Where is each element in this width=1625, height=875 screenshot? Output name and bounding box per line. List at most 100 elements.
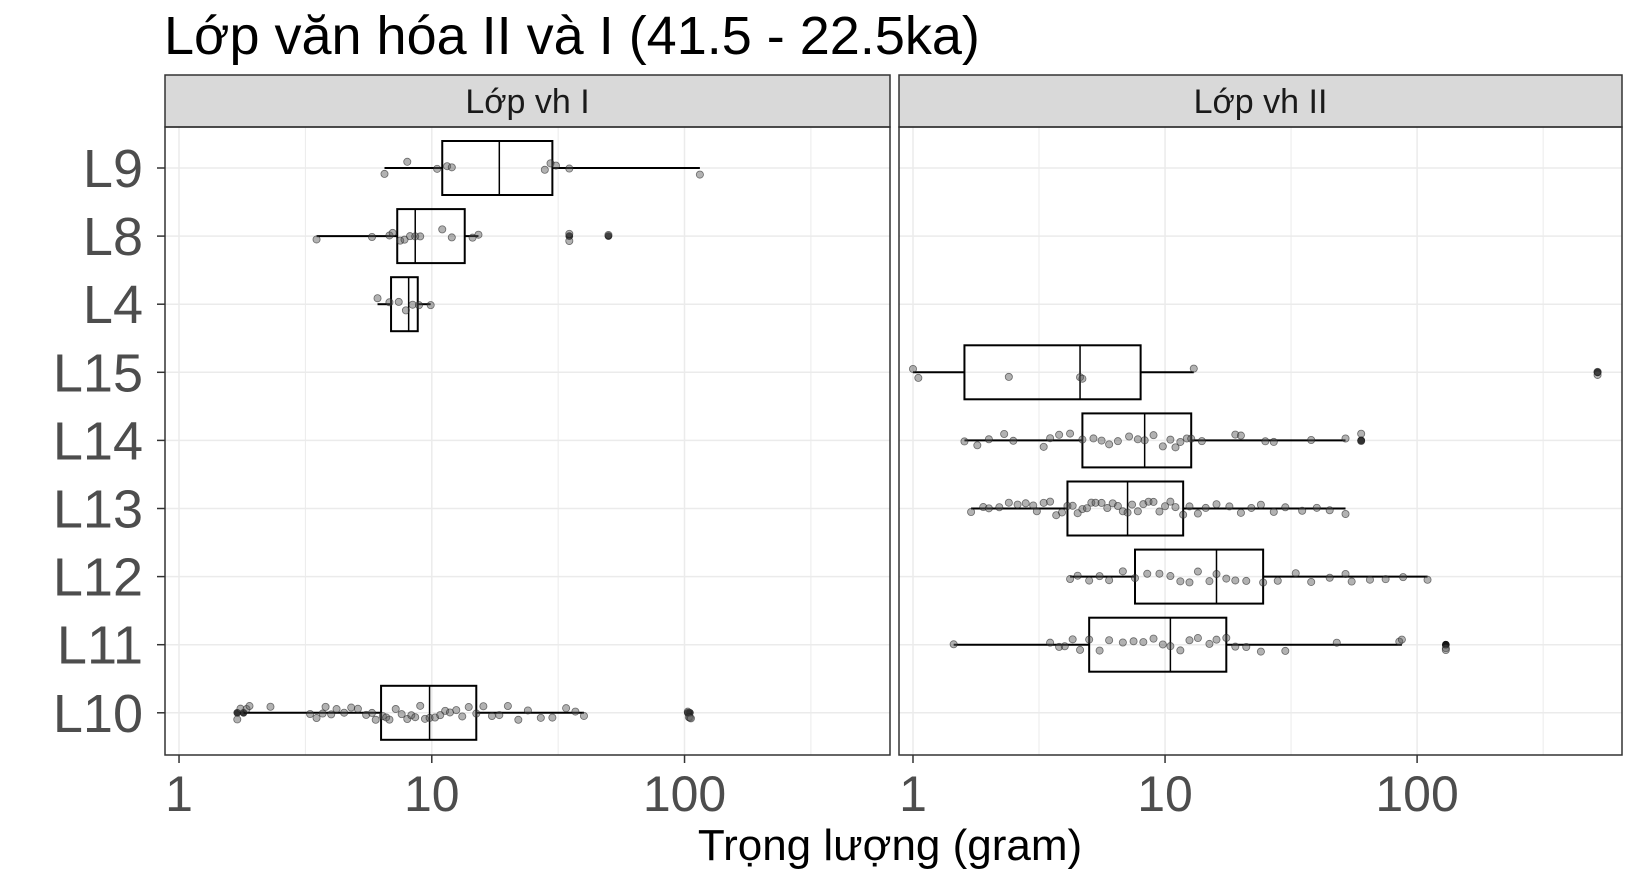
data-point (1441, 646, 1450, 655)
data-point (312, 235, 321, 244)
y-tick-label: L10 (53, 684, 143, 744)
boxplot-L13 (971, 480, 1346, 537)
chart-title: Lớp văn hóa II và I (41.5 - 22.5ka) (164, 6, 980, 66)
data-point (403, 157, 412, 166)
data-point (995, 503, 1004, 512)
data-point (1085, 635, 1094, 644)
data-point (1166, 642, 1175, 651)
data-point (394, 297, 403, 306)
outlier-point (239, 709, 248, 717)
data-point (1013, 500, 1022, 509)
y-axis: L9 L8 L4 L15 L14 L13 L12 L11 L10 (53, 139, 165, 744)
data-point (452, 706, 461, 715)
y-tick-label: L9 (83, 139, 143, 199)
data-point (1105, 636, 1114, 645)
data-point (1021, 499, 1030, 508)
box-iqr (396, 208, 466, 265)
data-point (1247, 503, 1256, 512)
data-point (1193, 509, 1202, 518)
data-point (1222, 633, 1231, 642)
data-point (1256, 500, 1265, 509)
y-tick-label: L13 (53, 480, 143, 540)
data-point (1593, 367, 1602, 376)
x-tick-label: 1 (899, 766, 927, 822)
data-point (1118, 507, 1127, 516)
data-point (332, 705, 341, 714)
data-point (353, 704, 362, 713)
data-point (447, 163, 456, 172)
data-point (340, 708, 349, 717)
data-point (1089, 434, 1098, 443)
data-point (426, 301, 435, 310)
boxplot-L14 (964, 412, 1365, 469)
y-tick-label: L4 (83, 275, 143, 335)
data-point (472, 709, 481, 718)
data-point (401, 306, 410, 315)
data-point (523, 706, 532, 715)
data-point (1176, 577, 1185, 586)
data-point (1261, 437, 1270, 446)
data-point (266, 702, 275, 711)
x-tick-label: 10 (1137, 766, 1193, 822)
data-point (565, 236, 574, 245)
data-point (695, 170, 704, 179)
data-point (1179, 510, 1188, 519)
data-point (495, 711, 504, 720)
data-point (1129, 637, 1138, 646)
data-point (1133, 507, 1142, 516)
data-point (242, 705, 251, 714)
data-point (1078, 435, 1087, 444)
data-point (464, 703, 473, 712)
data-point (984, 435, 993, 444)
x-tick-label: 100 (643, 766, 726, 822)
boxplot-L4 (377, 276, 431, 333)
data-point (380, 169, 389, 178)
facet-strip (164, 74, 891, 128)
data-point (385, 298, 394, 307)
data-point (438, 225, 447, 234)
data-point (1341, 434, 1350, 443)
data-point (1155, 569, 1164, 578)
data-point (1269, 507, 1278, 516)
box-iqr (390, 276, 419, 333)
data-point (1078, 374, 1087, 383)
data-point (914, 373, 923, 382)
data-point (1004, 498, 1013, 507)
data-point (1143, 569, 1152, 578)
data-point (458, 712, 467, 721)
data-point (1231, 642, 1240, 651)
data-point (1185, 578, 1194, 587)
data-point (1009, 436, 1018, 445)
data-point (373, 294, 382, 303)
box-iqr (441, 140, 554, 196)
data-point (1397, 635, 1406, 644)
data-point (1029, 501, 1038, 510)
data-point (1103, 504, 1112, 513)
data-point (1004, 372, 1013, 381)
data-point (236, 704, 245, 713)
data-point (416, 232, 425, 241)
data-point (1082, 504, 1091, 513)
data-point (908, 364, 917, 373)
data-point (1242, 642, 1251, 651)
data-point (1095, 572, 1104, 581)
data-point (1055, 430, 1064, 439)
data-point (1193, 567, 1202, 576)
data-point (1231, 576, 1240, 585)
data-point (686, 714, 695, 723)
data-point (1365, 575, 1374, 584)
data-point (565, 229, 574, 238)
outlier-point (1357, 436, 1365, 445)
data-point (1212, 500, 1221, 509)
boxplot-L15 (912, 344, 1602, 401)
data-point (318, 709, 327, 718)
data-point (1085, 576, 1094, 585)
facet-strip (898, 74, 1623, 128)
box-iqr (1134, 548, 1265, 605)
data-point (1307, 577, 1316, 586)
data-point (1256, 647, 1265, 656)
data-point (1399, 573, 1408, 582)
data-point (1185, 636, 1194, 645)
data-point (1076, 645, 1085, 654)
